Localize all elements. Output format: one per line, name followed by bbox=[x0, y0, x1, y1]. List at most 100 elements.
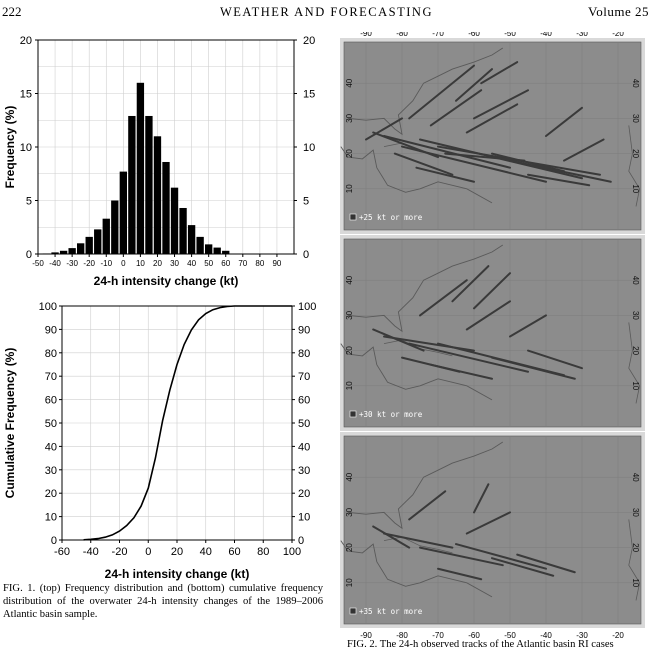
ri-track bbox=[465, 511, 511, 535]
lon-label-top: -70 bbox=[432, 32, 444, 38]
histogram-bar bbox=[68, 248, 76, 254]
track-map-panel: 10 10 20 20 30 30 40 40 +35 kt or more bbox=[340, 432, 645, 628]
lon-label-top: -50 bbox=[504, 32, 516, 38]
y-tick-label: 50 bbox=[45, 418, 57, 430]
ri-track bbox=[563, 138, 605, 162]
lon-label-top: -80 bbox=[396, 32, 408, 38]
lat-label-right: 10 bbox=[631, 184, 640, 193]
histogram-bar bbox=[145, 115, 153, 254]
coastline bbox=[347, 441, 504, 530]
ri-track bbox=[451, 265, 490, 303]
ri-track bbox=[419, 546, 504, 567]
coastline bbox=[628, 519, 641, 601]
ri-track bbox=[444, 152, 526, 162]
histogram-bar bbox=[222, 250, 230, 254]
histogram-bar bbox=[128, 115, 136, 254]
x-tick-label: 40 bbox=[187, 259, 196, 268]
ri-track bbox=[383, 532, 454, 549]
rapid-intensification-track-maps: 10 10 20 20 30 30 40 40 +25 kt or more 10 10 20 20 30… bbox=[340, 32, 645, 638]
x-tick-label: 80 bbox=[257, 546, 269, 558]
x-tick-label: -40 bbox=[83, 546, 99, 558]
lat-label: 30 bbox=[345, 113, 354, 122]
x-tick-label: -20 bbox=[112, 546, 128, 558]
coastline bbox=[383, 536, 453, 554]
lat-label-right: 20 bbox=[631, 346, 640, 355]
x-tick-label: 90 bbox=[272, 259, 281, 268]
ri-track bbox=[372, 131, 439, 159]
lon-label-top: -20 bbox=[612, 32, 624, 38]
histogram-bar bbox=[205, 244, 213, 254]
ri-track bbox=[516, 553, 576, 574]
y-tick-label-right: 40 bbox=[298, 441, 310, 453]
ri-track bbox=[372, 328, 425, 352]
histogram-bar bbox=[179, 207, 187, 254]
ri-track bbox=[408, 490, 447, 521]
legend-swatch bbox=[349, 213, 357, 221]
ri-track bbox=[437, 567, 483, 581]
lon-label-top: -40 bbox=[540, 32, 552, 38]
ri-track bbox=[455, 68, 493, 102]
frequency-histogram: -50 -40 -30 -20 -10 0 10 20 30 40 50 60 70 80 90 0 0 5 5 10… bbox=[3, 35, 315, 288]
track-map-panel: 10 10 20 20 30 30 40 40 +25 kt or more bbox=[340, 38, 645, 234]
ocean-area bbox=[343, 435, 642, 625]
lat-label-right: 20 bbox=[631, 543, 640, 552]
ri-track bbox=[429, 363, 493, 380]
ri-track bbox=[480, 61, 519, 85]
ri-track bbox=[383, 135, 511, 169]
histogram-bar bbox=[51, 252, 59, 254]
ri-track bbox=[408, 342, 529, 373]
y-tick-label-right: 90 bbox=[298, 324, 310, 336]
ri-track bbox=[429, 89, 483, 127]
histogram-bar bbox=[170, 187, 179, 254]
ri-track bbox=[527, 173, 591, 187]
y-tick-label-right: 60 bbox=[298, 395, 310, 407]
lon-label-bottom: -60 bbox=[468, 631, 480, 638]
ri-track bbox=[473, 272, 511, 310]
x-tick-label: 0 bbox=[121, 259, 126, 268]
lon-label-bottom: -20 bbox=[612, 631, 624, 638]
coastline bbox=[340, 146, 493, 204]
lon-label-bottom: -90 bbox=[360, 631, 372, 638]
lat-label-right: 30 bbox=[631, 311, 640, 320]
lat-label: 20 bbox=[345, 346, 354, 355]
y-tick-label-right: 20 bbox=[303, 35, 315, 47]
histogram-bar bbox=[111, 200, 119, 254]
lat-label-right: 40 bbox=[631, 79, 640, 88]
ri-track bbox=[383, 335, 475, 352]
y-tick-label-right: 50 bbox=[298, 418, 310, 430]
histogram-bar bbox=[136, 82, 145, 254]
ri-track bbox=[465, 103, 519, 134]
y-axis-label: Cumulative Frequency (%) bbox=[3, 348, 17, 499]
lon-label-bottom: -80 bbox=[396, 631, 408, 638]
ri-track bbox=[491, 557, 555, 577]
histogram-bar bbox=[59, 250, 68, 254]
y-tick-label-right: 20 bbox=[298, 488, 310, 500]
ocean-area bbox=[343, 41, 642, 231]
lon-label-bottom: -50 bbox=[504, 631, 516, 638]
ri-track bbox=[419, 279, 468, 317]
ri-track bbox=[545, 106, 583, 137]
lon-label-top: -90 bbox=[360, 32, 372, 38]
legend-label: +25 kt or more bbox=[359, 213, 423, 222]
x-axis-label: 24-h intensity change (kt) bbox=[105, 567, 250, 581]
lat-label-right: 10 bbox=[631, 578, 640, 587]
ri-track bbox=[473, 483, 490, 514]
lat-label: 30 bbox=[345, 507, 354, 516]
histogram-bar bbox=[77, 243, 85, 254]
y-tick-label-right: 15 bbox=[303, 89, 315, 101]
y-tick-label: 90 bbox=[45, 324, 57, 336]
x-tick-label: 10 bbox=[136, 259, 145, 268]
x-tick-label: 40 bbox=[200, 546, 212, 558]
y-tick-label: 20 bbox=[45, 488, 57, 500]
lon-label-bottom: -30 bbox=[576, 631, 588, 638]
ri-track bbox=[455, 543, 547, 570]
x-tick-label: 80 bbox=[255, 259, 264, 268]
y-tick-label-right: 10 bbox=[298, 512, 310, 524]
x-tick-label: 30 bbox=[170, 259, 179, 268]
coastline bbox=[340, 343, 493, 401]
x-tick-label: -10 bbox=[100, 259, 112, 268]
histogram-bar bbox=[119, 171, 127, 254]
coastline bbox=[628, 322, 641, 404]
y-tick-label-right: 0 bbox=[303, 249, 309, 261]
